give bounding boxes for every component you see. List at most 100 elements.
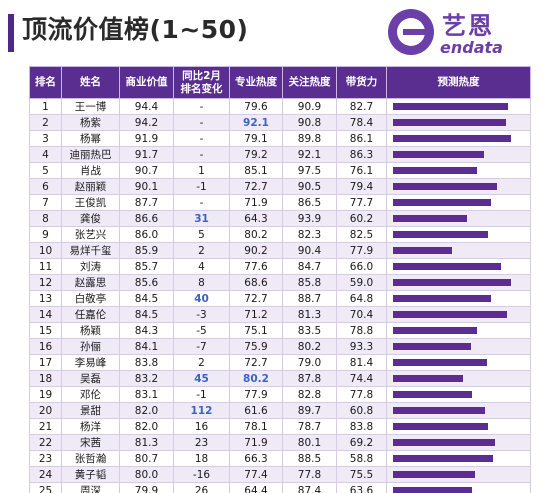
attention-heat-cell: 79.0	[282, 354, 337, 371]
professional-heat-cell: 61.6	[229, 402, 283, 419]
sales-power-cell: 81.4	[336, 354, 387, 371]
name-cell: 易烊千玺	[61, 242, 120, 259]
rank-cell: 5	[29, 162, 62, 179]
commercial-value-cell: 86.0	[119, 226, 174, 243]
forecast-heat-bar	[393, 247, 452, 254]
rank-cell: 6	[29, 178, 62, 195]
rank-cell: 14	[29, 306, 62, 323]
rank-cell: 23	[29, 450, 62, 467]
column-header: 排名	[29, 66, 62, 99]
ranking-table-container: 排名 姓名 商业价值 同比2月 排名变化 专业热度 关注热度 带货力 预测热度 …	[29, 66, 531, 493]
commercial-value-cell: 81.3	[119, 434, 174, 451]
sales-power-cell: 86.1	[336, 130, 387, 147]
forecast-heat-cell	[386, 194, 531, 211]
rank-change-cell: 26	[173, 482, 230, 493]
forecast-heat-bar	[393, 391, 472, 398]
rank-cell: 25	[29, 482, 62, 493]
forecast-heat-bar	[393, 119, 506, 126]
table-row: 22 宋茜 81.3 23 71.9 80.1 69.2	[29, 434, 531, 451]
rank-change-cell: 31	[173, 210, 230, 227]
attention-heat-cell: 83.5	[282, 322, 337, 339]
name-cell: 周深	[61, 482, 120, 493]
rank-cell: 13	[29, 290, 62, 307]
column-header: 同比2月 排名变化	[173, 66, 230, 99]
table-row: 14 任嘉伦 84.5 -3 71.2 81.3 70.4	[29, 306, 531, 323]
sales-power-cell: 69.2	[336, 434, 387, 451]
commercial-value-cell: 83.1	[119, 386, 174, 403]
attention-heat-cell: 90.8	[282, 114, 337, 131]
professional-heat-cell: 78.1	[229, 418, 283, 435]
name-cell: 杨紫	[61, 114, 120, 131]
sales-power-cell: 77.8	[336, 386, 387, 403]
column-header: 关注热度	[282, 66, 337, 99]
sales-power-cell: 60.8	[336, 402, 387, 419]
name-cell: 王俊凯	[61, 194, 120, 211]
forecast-heat-bar	[393, 471, 475, 478]
sales-power-cell: 86.3	[336, 146, 387, 163]
professional-heat-cell: 72.7	[229, 354, 283, 371]
forecast-heat-bar	[393, 407, 485, 414]
table-row: 12 赵露思 85.6 8 68.6 85.8 59.0	[29, 274, 531, 291]
table-row: 9 张艺兴 86.0 5 80.2 82.3 82.5	[29, 226, 531, 243]
table-row: 8 龚俊 86.6 31 64.3 93.9 60.2	[29, 210, 531, 227]
rank-change-cell: 45	[173, 370, 230, 387]
commercial-value-cell: 84.5	[119, 290, 174, 307]
rank-change-cell: 2	[173, 354, 230, 371]
logo-english-text: endata	[440, 38, 503, 57]
rank-cell: 4	[29, 146, 62, 163]
forecast-heat-bar	[393, 455, 493, 462]
forecast-heat-cell	[386, 290, 531, 307]
sales-power-cell: 78.4	[336, 114, 387, 131]
attention-heat-cell: 93.9	[282, 210, 337, 227]
rank-change-cell: -3	[173, 306, 230, 323]
sales-power-cell: 83.8	[336, 418, 387, 435]
professional-heat-cell: 80.2	[229, 226, 283, 243]
title-accent-bar	[8, 14, 14, 52]
commercial-value-cell: 85.9	[119, 242, 174, 259]
rank-change-cell: -	[173, 114, 230, 131]
commercial-value-cell: 84.3	[119, 322, 174, 339]
forecast-heat-cell	[386, 434, 531, 451]
name-cell: 赵露思	[61, 274, 120, 291]
commercial-value-cell: 94.4	[119, 98, 174, 115]
rank-cell: 22	[29, 434, 62, 451]
forecast-heat-cell	[386, 418, 531, 435]
commercial-value-cell: 80.7	[119, 450, 174, 467]
page-title: 顶流价值榜(1~50)	[22, 15, 249, 44]
rank-change-cell: -1	[173, 178, 230, 195]
forecast-heat-cell	[386, 482, 531, 493]
professional-heat-cell: 79.6	[229, 98, 283, 115]
commercial-value-cell: 82.0	[119, 402, 174, 419]
forecast-heat-bar	[393, 183, 497, 190]
forecast-heat-cell	[386, 258, 531, 275]
table-row: 20 景甜 82.0 112 61.6 89.7 60.8	[29, 402, 531, 419]
attention-heat-cell: 88.7	[282, 290, 337, 307]
forecast-heat-bar	[393, 167, 477, 174]
professional-heat-cell: 64.4	[229, 482, 283, 493]
rank-change-cell: 18	[173, 450, 230, 467]
rank-change-cell: 5	[173, 226, 230, 243]
table-row: 2 杨紫 94.2-92.1 90.8 78.4	[29, 114, 531, 131]
name-cell: 刘涛	[61, 258, 120, 275]
name-cell: 景甜	[61, 402, 120, 419]
forecast-heat-cell	[386, 354, 531, 371]
endata-logo: 艺恩 endata	[388, 6, 538, 60]
forecast-heat-cell	[386, 322, 531, 339]
forecast-heat-cell	[386, 114, 531, 131]
professional-heat-cell: 79.2	[229, 146, 283, 163]
rank-change-cell: -	[173, 146, 230, 163]
table-body: 1 王一博 94.4-79.6 90.9 82.7 2 杨紫 94.2-92.1 90.8 78.…	[29, 98, 531, 493]
sales-power-cell: 93.3	[336, 338, 387, 355]
rank-cell: 2	[29, 114, 62, 131]
forecast-heat-bar	[393, 295, 491, 302]
rank-cell: 7	[29, 194, 62, 211]
sales-power-cell: 78.8	[336, 322, 387, 339]
rank-change-cell: -	[173, 130, 230, 147]
professional-heat-cell: 64.3	[229, 210, 283, 227]
commercial-value-cell: 80.0	[119, 466, 174, 483]
professional-heat-cell: 77.4	[229, 466, 283, 483]
table-row: 11 刘涛 85.7 4 77.6 84.7 66.0	[29, 258, 531, 275]
table-row: 21 杨洋 82.0 16 78.1 78.7 83.8	[29, 418, 531, 435]
sales-power-cell: 82.5	[336, 226, 387, 243]
rank-cell: 11	[29, 258, 62, 275]
